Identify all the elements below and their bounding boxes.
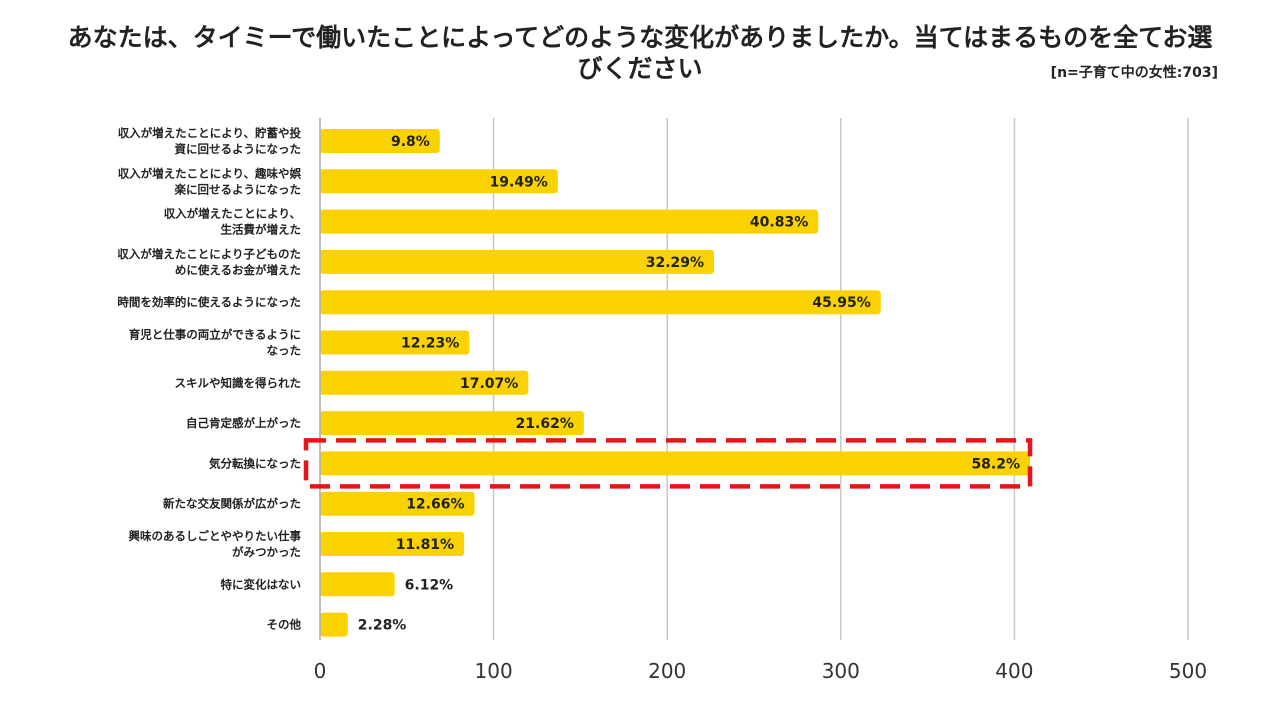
- category-label: めに使えるお金が増えた: [175, 263, 301, 277]
- bar: [320, 169, 558, 194]
- data-label: 32.29%: [646, 255, 704, 271]
- category-label: その他: [267, 618, 302, 632]
- category-label: なった: [267, 344, 302, 358]
- data-label: 11.81%: [396, 537, 454, 553]
- chart-title: あなたは、タイミーで働いたことによってどのような変化がありましたか。当てはまるも…: [67, 23, 1213, 83]
- category-label: 新たな交友関係が広がった: [163, 497, 301, 511]
- highlight-box: [303, 438, 1033, 489]
- category-label: 楽に回せるようになった: [174, 182, 302, 196]
- data-label: 9.8%: [391, 134, 430, 150]
- bar: [320, 451, 1031, 476]
- data-label: 6.12%: [405, 577, 454, 593]
- category-label: スキルや知識を得られた: [175, 376, 302, 390]
- x-tick-label: 100: [475, 659, 513, 683]
- data-label: 40.83%: [750, 215, 808, 231]
- data-label: 17.07%: [460, 376, 518, 392]
- category-label: 気分転換になった: [209, 456, 301, 470]
- bar: [320, 209, 819, 234]
- bar: [320, 249, 715, 274]
- bar: [320, 129, 440, 153]
- data-label: 12.66%: [406, 497, 464, 513]
- data-label: 21.62%: [516, 416, 574, 432]
- category-label: 収入が増えたことにより、趣味や娯: [118, 166, 302, 180]
- category-label: 収入が増えたことにより、貯蓄や投: [118, 126, 302, 140]
- category-label: 自己肯定感が上がった: [186, 416, 301, 430]
- category-label: 特に変化はない: [221, 577, 302, 591]
- sample-size-note: [n=子育て中の女性:703]: [1050, 65, 1218, 81]
- bar: [320, 572, 395, 597]
- bar: [320, 370, 529, 395]
- data-label: 12.23%: [401, 336, 459, 352]
- category-label: 時間を効率的に使えるようになった: [117, 295, 301, 309]
- data-label: 2.28%: [358, 618, 407, 634]
- x-tick-label: 500: [1169, 659, 1207, 683]
- category-label: がみつかった: [232, 545, 301, 559]
- bar: [320, 290, 881, 315]
- data-label: 58.2%: [971, 456, 1020, 472]
- category-label: 生活費が増えた: [221, 223, 302, 237]
- category-label: 育児と仕事の両立ができるように: [129, 328, 301, 342]
- category-label: 収入が増えたことにより、: [164, 207, 301, 221]
- bar: [320, 612, 348, 637]
- category-label: 興味のあるしごとややりたい仕事: [129, 529, 302, 543]
- bar: [320, 532, 465, 556]
- data-label: 45.95%: [812, 295, 870, 311]
- category-label: 収入が増えたことにより子どものた: [117, 247, 301, 261]
- x-tick-label: 400: [995, 659, 1033, 683]
- bar: [320, 491, 475, 516]
- x-tick-label: 200: [648, 659, 686, 683]
- data-label: 19.49%: [490, 174, 548, 190]
- bar: [320, 330, 470, 355]
- bar: [320, 411, 584, 436]
- category-label: 資に回せるようになった: [175, 142, 302, 156]
- x-tick-label: 0: [314, 659, 327, 683]
- x-tick-label: 300: [822, 659, 860, 683]
